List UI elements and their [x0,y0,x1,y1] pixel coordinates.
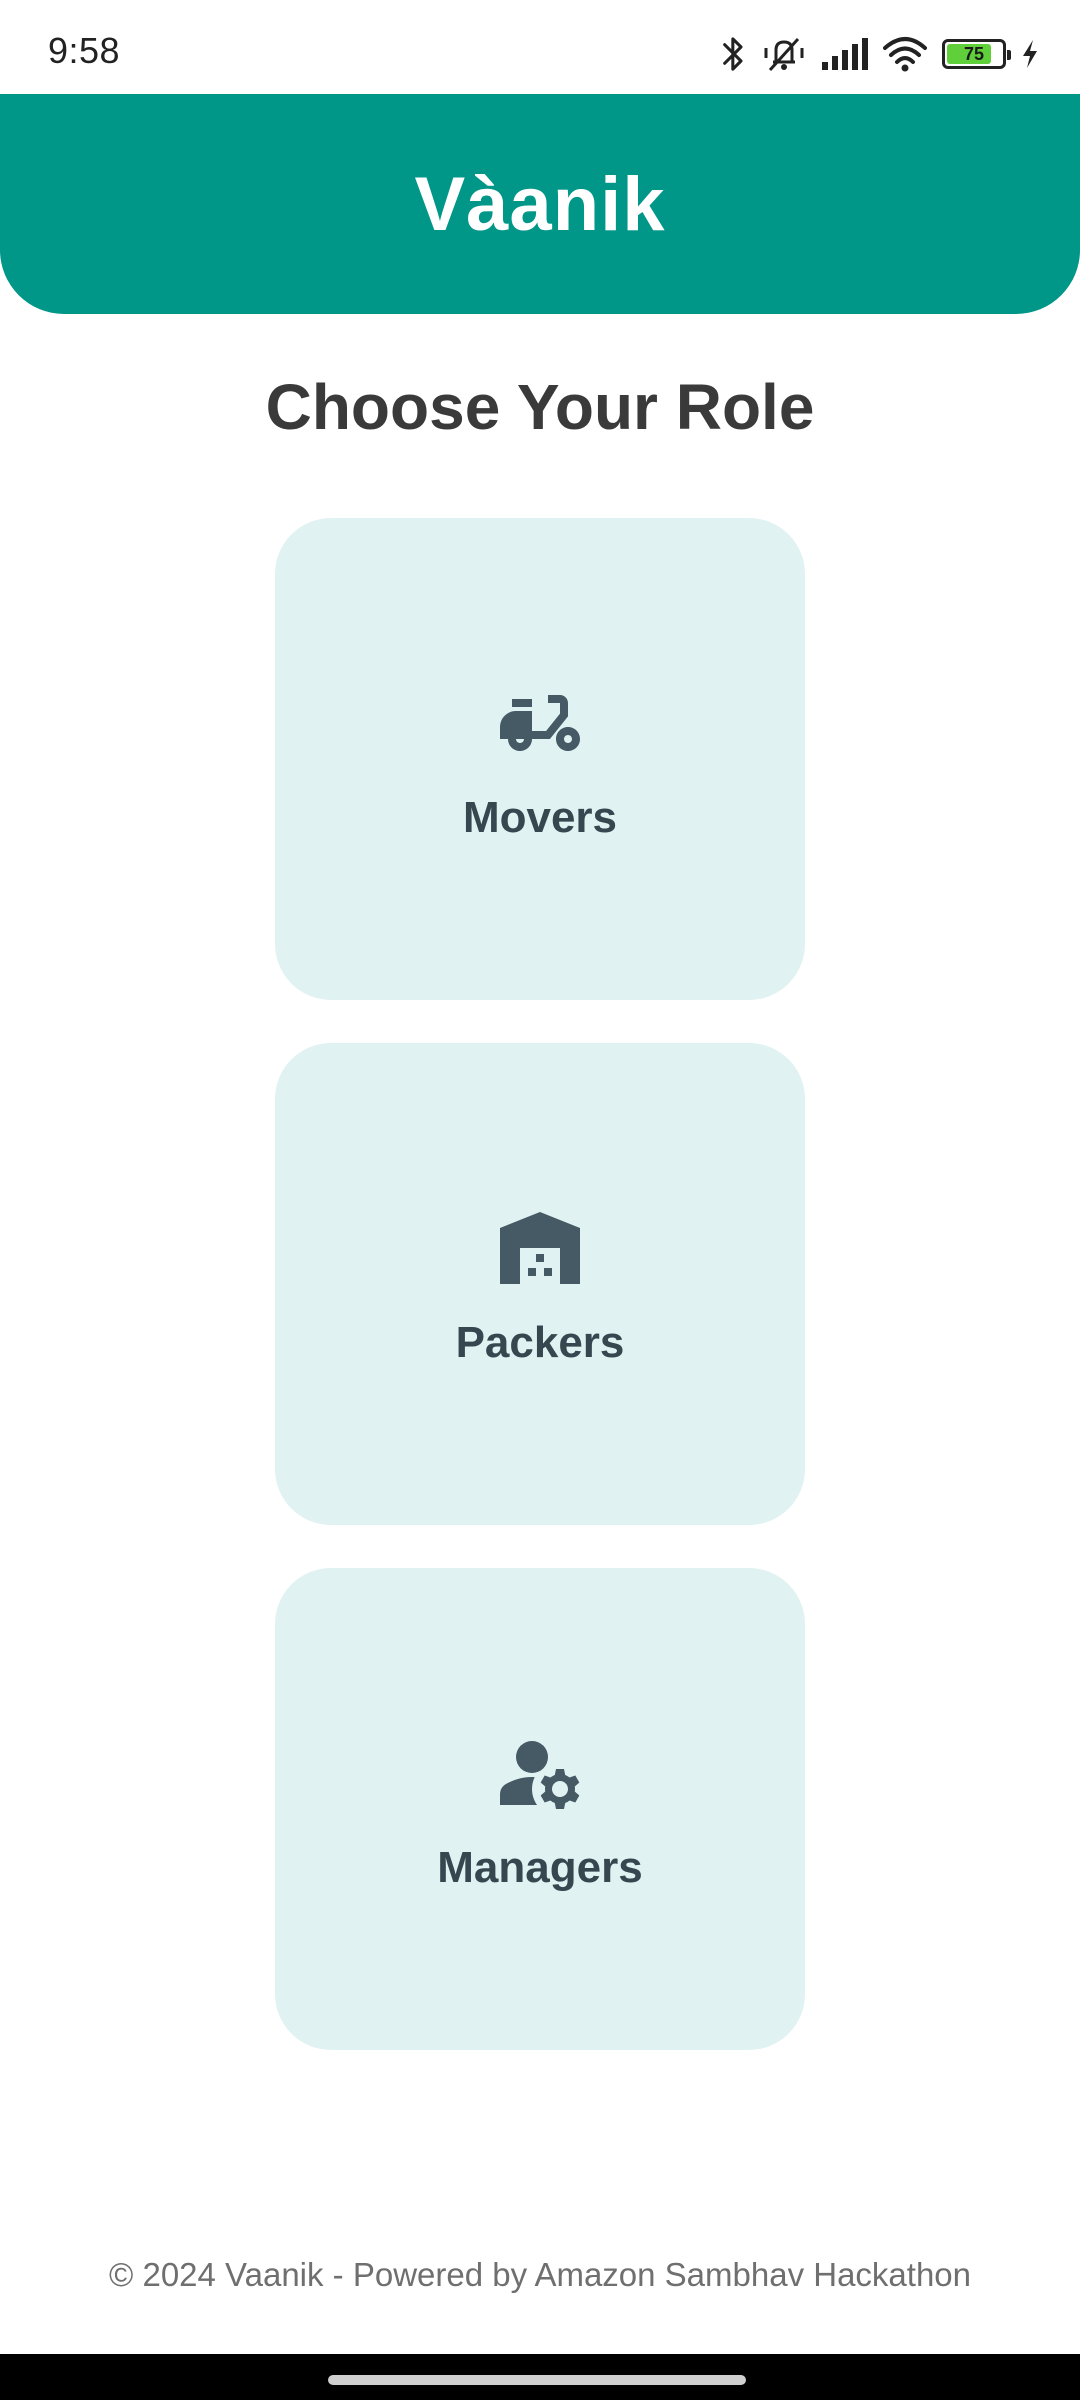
footer-text: © 2024 Vaanik - Powered by Amazon Sambha… [108,2256,972,2293]
status-time: 9:58 [48,30,121,71]
managers-role-card[interactable]: Managers [275,1568,805,2050]
battery-level: 75 [963,44,985,64]
status-icons: 75 [720,30,1040,78]
app-header: Vàanik [0,94,1080,314]
movers-label: Movers [462,793,618,842]
status-bar: 9:58 [0,0,1080,94]
mute-vibrate-icon [762,34,806,74]
manage-accounts-icon [492,1725,588,1821]
battery-icon: 75 [942,39,1011,69]
packers-label: Packers [455,1318,625,1367]
charging-icon [1020,38,1040,70]
managers-label: Managers [437,1843,643,1892]
signal-icon [820,36,868,72]
app-title: Vàanik [414,161,666,247]
wifi-icon [882,36,928,72]
packers-role-card[interactable]: Packers [275,1043,805,1525]
home-gesture-handle[interactable] [328,2375,746,2385]
nav-bar [0,2354,1080,2400]
scooter-icon [492,675,588,771]
page-title: Choose Your Role [265,371,815,443]
warehouse-icon [492,1200,588,1296]
bluetooth-icon [720,34,748,74]
movers-role-card[interactable]: Movers [275,518,805,1000]
